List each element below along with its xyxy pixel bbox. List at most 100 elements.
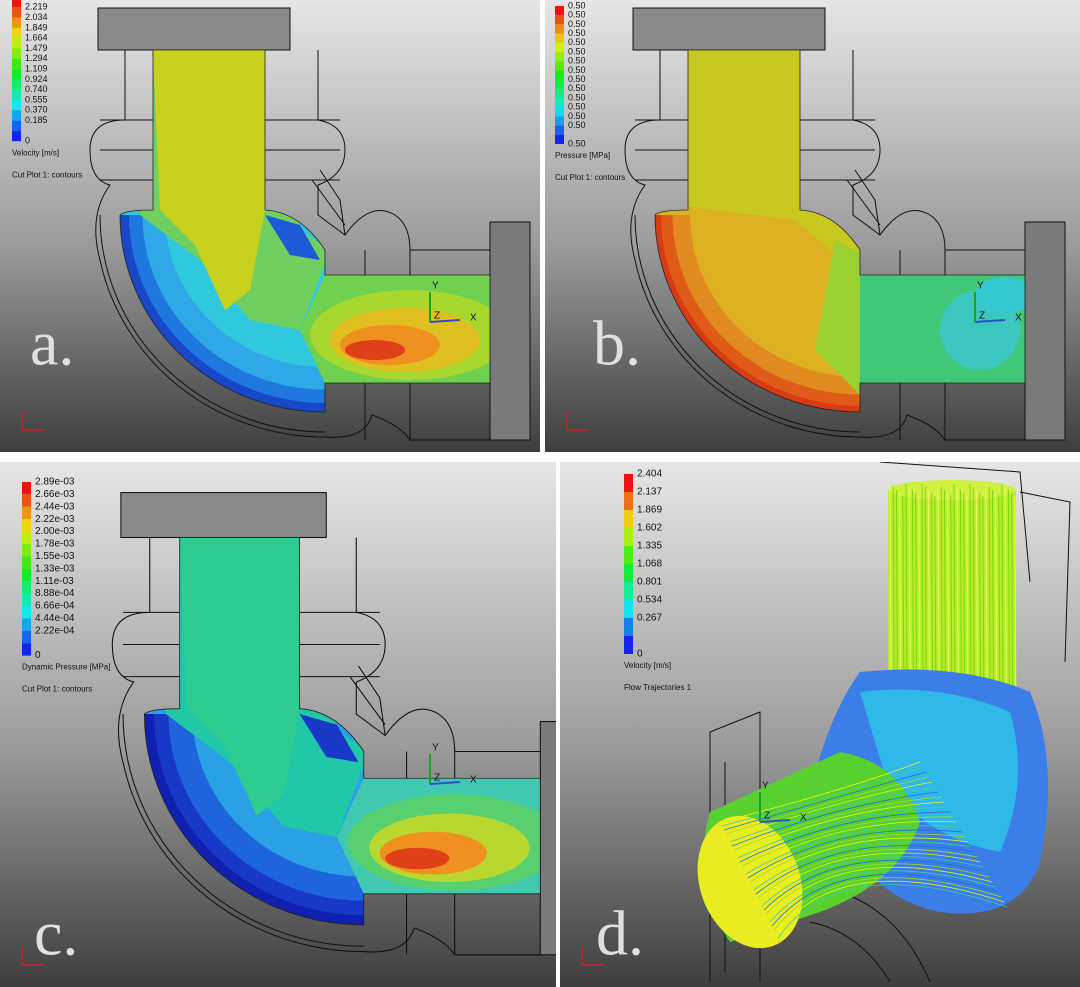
axis-label: X — [1015, 313, 1022, 324]
legend-tick-label: 0 — [25, 136, 30, 146]
axis-label: Y — [432, 743, 439, 754]
legend-swatch — [624, 600, 633, 618]
axis-label: Z — [434, 311, 440, 322]
legend-swatch — [555, 89, 564, 98]
legend-tick-label: 1.849 — [25, 22, 48, 32]
legend-title: Velocity [m/s] — [624, 661, 671, 670]
panel-label: b. — [593, 308, 641, 379]
flange — [121, 493, 326, 538]
legend-swatch — [555, 24, 564, 33]
legend-swatch — [12, 69, 21, 79]
legend-swatch — [12, 7, 21, 17]
legend-swatch — [624, 492, 633, 510]
figure: {"panels":[ {"label":"a.","legend":{"tit… — [0, 0, 1080, 987]
panel-label: c. — [34, 898, 78, 969]
legend-swatch — [12, 121, 21, 131]
legend-tick-label: 1.664 — [25, 33, 48, 43]
legend-tick-label: 0.801 — [637, 577, 662, 588]
axis-label: Z — [764, 811, 770, 822]
legend-tick-label: 1.602 — [637, 523, 662, 534]
legend-swatch — [555, 135, 564, 144]
legend-title: Pressure [MPa] — [555, 151, 610, 160]
legend-tick-label: 0.50 — [568, 138, 586, 148]
legend-tick-label: 1.869 — [637, 505, 662, 516]
legend-swatch — [555, 43, 564, 52]
plot-name: Cut Plot 1: contours — [555, 173, 625, 182]
legend-title: Dynamic Pressure [MPa] — [22, 663, 110, 672]
legend-swatch — [555, 70, 564, 79]
legend-tick-label: 0.534 — [637, 595, 662, 606]
legend-swatch — [12, 79, 21, 89]
legend-swatch — [22, 606, 31, 618]
contour — [345, 340, 405, 360]
legend-tick-label: 1.78e-03 — [35, 539, 75, 550]
panel-label: d. — [596, 898, 644, 969]
cylinder-top — [888, 480, 1016, 500]
legend-swatch — [555, 61, 564, 70]
legend-tick-label: 2.034 — [25, 12, 48, 22]
axis-label: X — [470, 313, 477, 324]
legend-tick-label: 1.068 — [637, 559, 662, 570]
legend-swatch — [22, 544, 31, 556]
legend-tick-label: 1.294 — [25, 53, 48, 63]
flange — [490, 222, 530, 440]
legend-swatch — [12, 100, 21, 110]
legend-tick-label: 2.66e-03 — [35, 489, 75, 500]
legend-tick-label: 2.404 — [637, 469, 662, 480]
legend-swatch — [555, 107, 564, 116]
legend-swatch — [22, 631, 31, 643]
legend-swatch — [22, 494, 31, 506]
axis-label: Y — [977, 281, 984, 292]
legend-swatch — [22, 532, 31, 544]
panel-canvas: X Y Z 2.404 2.137 1.869 1.602 1.335 1.068 0.801 0.… — [560, 462, 1080, 987]
legend-swatch — [624, 582, 633, 600]
legend-swatch — [12, 28, 21, 38]
legend-tick-label: 4.44e-04 — [35, 613, 75, 624]
legend-swatch — [12, 38, 21, 48]
axis-label: Z — [434, 773, 440, 784]
axis-label: X — [800, 813, 807, 824]
legend-swatch — [12, 59, 21, 69]
legend-swatch — [555, 116, 564, 125]
axis-label: Y — [762, 781, 769, 792]
legend-swatch — [22, 643, 31, 655]
axis-label: Y — [432, 281, 439, 292]
plot-name: Flow Trajectories 1 — [624, 683, 692, 692]
legend-swatch — [12, 0, 21, 7]
legend-tick-label: 2.137 — [637, 487, 662, 498]
legend-swatch — [22, 482, 31, 494]
contour — [385, 848, 449, 869]
legend-swatch — [555, 98, 564, 107]
legend-tick-label: 0 — [35, 650, 41, 661]
panel-label: a. — [30, 308, 74, 379]
panel: XYZ2.4042.2192.0341.8491.6641.4791.2941.… — [0, 0, 540, 452]
legend-title: Velocity [m/s] — [12, 148, 59, 157]
panel: XYZ2.89e-032.66e-032.44e-032.22e-032.00e… — [0, 462, 556, 987]
legend-swatch — [12, 131, 21, 141]
legend-tick-label: 0.740 — [25, 84, 48, 94]
legend-tick-label: 2.00e-03 — [35, 526, 75, 537]
legend-tick-label: 0.267 — [637, 613, 662, 624]
axis-label: Z — [979, 311, 985, 322]
legend-swatch — [12, 49, 21, 59]
legend-tick-label: 1.335 — [637, 541, 662, 552]
legend-swatch — [12, 90, 21, 100]
legend-swatch — [555, 126, 564, 135]
legend-swatch — [12, 18, 21, 28]
legend-tick-label: 2.219 — [25, 2, 48, 12]
legend-swatch — [555, 52, 564, 61]
legend-tick-label: 0.50 — [568, 120, 586, 130]
panel-canvas: XYZ0.500.500.500.500.500.500.500.500.500… — [545, 0, 1080, 452]
legend-tick-label: 0.370 — [25, 105, 48, 115]
legend-swatch — [624, 528, 633, 546]
legend-swatch — [555, 6, 564, 15]
legend-tick-label: 1.109 — [25, 63, 48, 73]
legend-tick-label: 8.88e-04 — [35, 588, 75, 599]
panel: X Y Z 2.404 2.137 1.869 1.602 1.335 1.068 0.801 0.… — [560, 462, 1080, 987]
legend-tick-label: 6.66e-04 — [35, 601, 75, 612]
legend-swatch — [22, 556, 31, 568]
legend-tick-label: 0 — [637, 649, 643, 660]
legend-swatch — [624, 510, 633, 528]
legend-swatch — [555, 15, 564, 24]
